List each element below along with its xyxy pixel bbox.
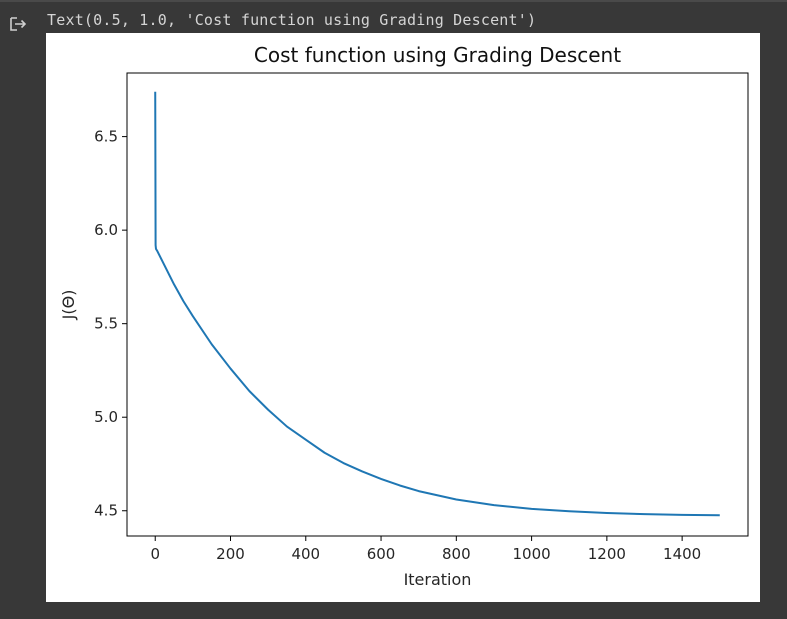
- x-tick-label: 1000: [512, 545, 550, 563]
- chart-title: Cost function using Grading Descent: [254, 43, 621, 67]
- x-tick-label: 0: [150, 545, 160, 563]
- x-tick-label: 1400: [663, 545, 701, 563]
- cost-function-chart: Cost function using Grading Descent 0 200…: [59, 43, 749, 589]
- x-tick-label: 600: [367, 545, 396, 563]
- cell-divider: [0, 0, 787, 2]
- x-tick-label: 200: [216, 545, 245, 563]
- y-tick-label: 6.5: [94, 128, 118, 146]
- output-repr-text: Text(0.5, 1.0, 'Cost function using Grad…: [47, 11, 537, 29]
- x-tick-label: 400: [291, 545, 320, 563]
- cost-series-line: [154, 91, 720, 517]
- x-tick-label: 800: [442, 545, 471, 563]
- plot-figure: Cost function using Grading Descent 0 200…: [46, 33, 760, 602]
- y-tick-label: 6.0: [94, 221, 118, 239]
- y-tick-label: 5.0: [94, 408, 118, 426]
- y-tick-label: 4.5: [94, 502, 118, 520]
- x-axis-label: Iteration: [404, 570, 472, 589]
- y-axis-label: J(Θ): [59, 290, 78, 321]
- axis-ticks: 0 200 400 600 800 1000 1200 1400 4.5 5.0 5.5 6.0 6.5: [94, 128, 701, 563]
- plot-area-frame: [126, 72, 749, 537]
- output-arrow-icon[interactable]: [8, 14, 28, 34]
- y-tick-label: 5.5: [94, 315, 118, 333]
- x-tick-label: 1200: [588, 545, 626, 563]
- series-layer: [154, 91, 720, 517]
